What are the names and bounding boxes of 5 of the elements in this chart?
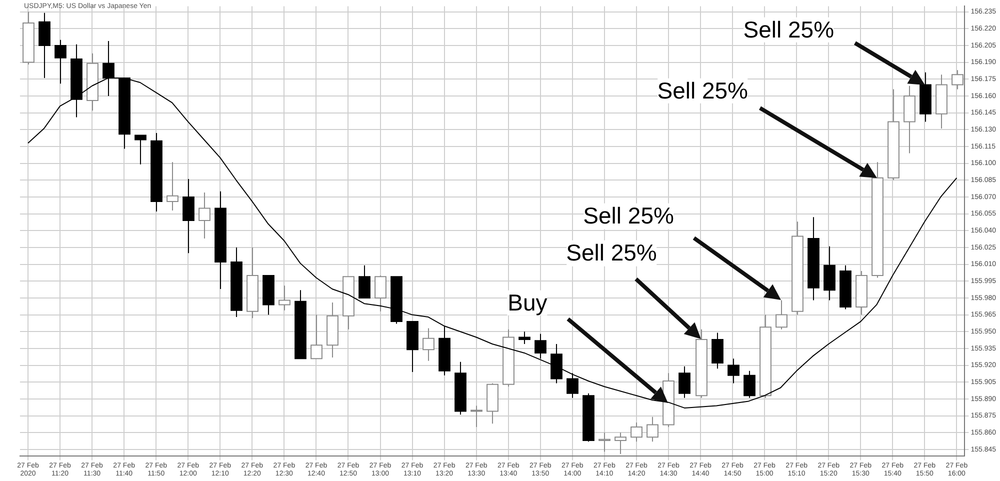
annotation: Sell 25%	[583, 202, 674, 229]
annotation: Sell 25%	[657, 77, 748, 104]
annotation: Sell 25%	[743, 16, 834, 42]
annotation: Buy	[508, 289, 548, 316]
annotation: Sell 25%	[566, 240, 657, 266]
